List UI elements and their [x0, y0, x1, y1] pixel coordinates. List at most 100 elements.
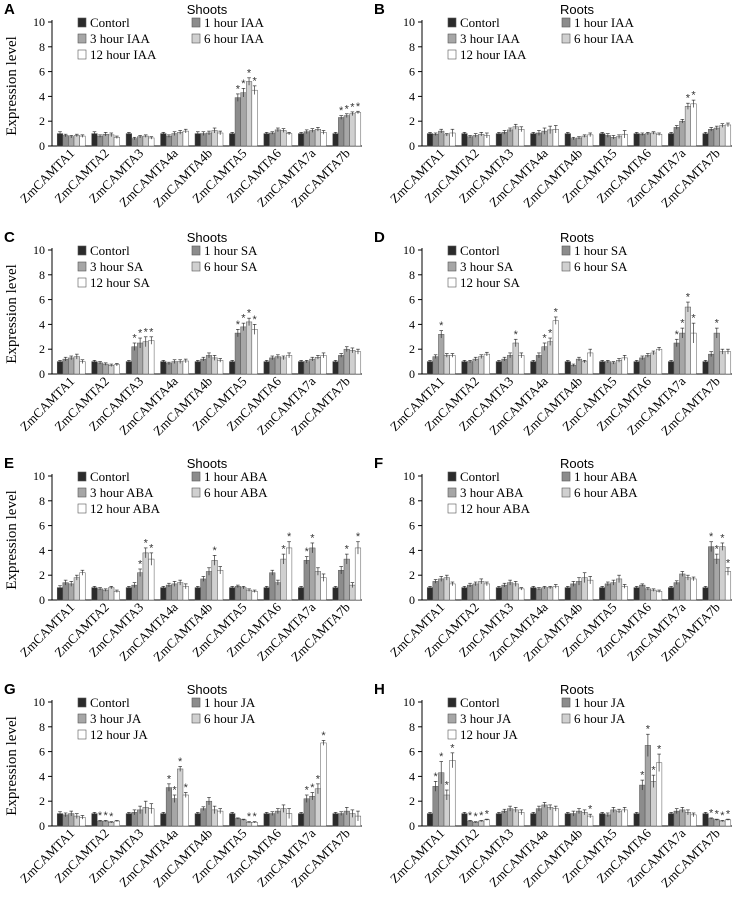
- significance-asterisk: *: [548, 328, 553, 340]
- significance-asterisk: *: [485, 809, 490, 821]
- error-bar: [691, 812, 696, 817]
- bar-zmcamta7b-series-2: [343, 348, 350, 375]
- bar-zmcamta1-series-3: [73, 135, 80, 147]
- error-bar: [450, 128, 455, 137]
- error-bar: [588, 132, 592, 137]
- bar-zmcamta6-series-2: [274, 582, 281, 601]
- legend-label: Contorl: [460, 469, 500, 484]
- error-bar: [103, 820, 108, 822]
- error-bar: [333, 812, 338, 815]
- error-bar: [674, 580, 679, 585]
- error-bar: [321, 130, 326, 135]
- bar-zmcamta4a-series-3: [547, 341, 554, 375]
- significance-asterisk: *: [149, 542, 154, 554]
- legend-label: 1 hour ABA: [204, 469, 268, 484]
- bar-zmcamta7b-series-0: [332, 361, 339, 375]
- error-bar: [640, 779, 645, 791]
- legend-label: Contorl: [90, 15, 130, 30]
- bar-zmcamta1-series-4: [449, 760, 456, 827]
- bar-zmcamta6-series-0: [633, 587, 640, 601]
- panel-letter: F: [374, 455, 383, 472]
- error-bar: [657, 346, 661, 352]
- error-bar: [178, 579, 182, 586]
- chart-title: Shoots: [187, 456, 228, 471]
- significance-asterisk: *: [542, 333, 547, 345]
- bar-zmcamta2-series-2: [102, 363, 109, 375]
- error-bar: [207, 797, 211, 805]
- bar-zmcamta4b-series-3: [581, 361, 588, 375]
- error-bar: [339, 811, 343, 816]
- bar-zmcamta6-series-1: [269, 572, 276, 601]
- error-bar: [686, 809, 690, 815]
- error-bar: [622, 584, 627, 589]
- bar-zmcamta6-series-0: [633, 361, 640, 375]
- bar-zmcamta6-series-2: [274, 129, 281, 147]
- error-bar: [167, 361, 171, 365]
- significance-asterisk: *: [316, 773, 321, 785]
- error-bar: [98, 820, 102, 822]
- error-bar: [63, 133, 68, 137]
- significance-asterisk: *: [651, 765, 656, 777]
- error-bar: [703, 586, 708, 589]
- error-bar: [143, 547, 148, 558]
- bar-zmcamta5-series-3: [615, 810, 623, 827]
- y-tick-label: 6: [409, 65, 415, 79]
- error-bar: [450, 581, 455, 586]
- error-bar: [230, 132, 235, 135]
- error-bar: [468, 820, 472, 822]
- y-tick-label: 8: [39, 40, 45, 54]
- y-tick-label: 4: [39, 543, 45, 557]
- error-bar: [508, 352, 512, 358]
- legend-swatch: [561, 17, 571, 28]
- bar-zmcamta4b-series-0: [194, 587, 201, 601]
- significance-asterisk: *: [247, 67, 252, 79]
- error-bar: [566, 360, 570, 363]
- chart-title: Shoots: [187, 682, 228, 697]
- legend-label: 12 hour SA: [90, 275, 151, 290]
- error-bar: [674, 125, 679, 130]
- panel-letter: A: [4, 1, 15, 18]
- error-bar: [167, 134, 171, 138]
- significance-asterisk: *: [310, 532, 315, 544]
- legend-swatch: [561, 261, 571, 272]
- bar-zmcamta5-series-2: [240, 92, 247, 147]
- bar-zmcamta6-series-0: [263, 133, 270, 147]
- error-bar: [691, 99, 696, 108]
- legend-label: 3 hour SA: [460, 259, 514, 274]
- error-bar: [473, 356, 478, 361]
- significance-asterisk: *: [686, 93, 691, 105]
- error-bar: [600, 812, 605, 815]
- bar-zmcamta7b-series-1: [708, 129, 715, 147]
- significance-asterisk: *: [691, 90, 696, 102]
- significance-asterisk: *: [132, 333, 137, 345]
- y-tick-label: 10: [403, 15, 415, 29]
- error-bar: [281, 128, 286, 133]
- error-bar: [622, 807, 627, 813]
- error-bar: [236, 93, 240, 102]
- bar-zmcamta3-series-0: [495, 813, 502, 827]
- significance-asterisk: *: [345, 103, 350, 115]
- legend-label: 1 hour JA: [574, 695, 626, 710]
- error-bar: [103, 132, 108, 137]
- error-bar: [720, 820, 725, 822]
- bar-zmcamta4b-series-1: [200, 808, 207, 827]
- chart-title: Roots: [560, 2, 594, 17]
- bar-zmcamta7a-series-4: [690, 103, 697, 147]
- legend-swatch: [447, 729, 457, 740]
- chart-title: Shoots: [187, 2, 228, 17]
- error-bar: [577, 136, 581, 140]
- error-bar: [201, 806, 206, 811]
- bar-zmcamta3-series-2: [507, 582, 514, 601]
- error-bar: [178, 766, 182, 772]
- bar-zmcamta4b-series-0: [564, 133, 571, 147]
- error-bar: [669, 132, 673, 135]
- error-bar: [92, 812, 97, 815]
- significance-asterisk: *: [305, 785, 310, 797]
- error-bar: [450, 353, 455, 358]
- y-tick-label: 4: [39, 89, 45, 103]
- y-tick-label: 2: [39, 342, 45, 356]
- significance-asterisk: *: [720, 532, 725, 544]
- legend-label: Contorl: [90, 695, 130, 710]
- significance-asterisk: *: [709, 807, 714, 819]
- error-bar: [686, 301, 690, 312]
